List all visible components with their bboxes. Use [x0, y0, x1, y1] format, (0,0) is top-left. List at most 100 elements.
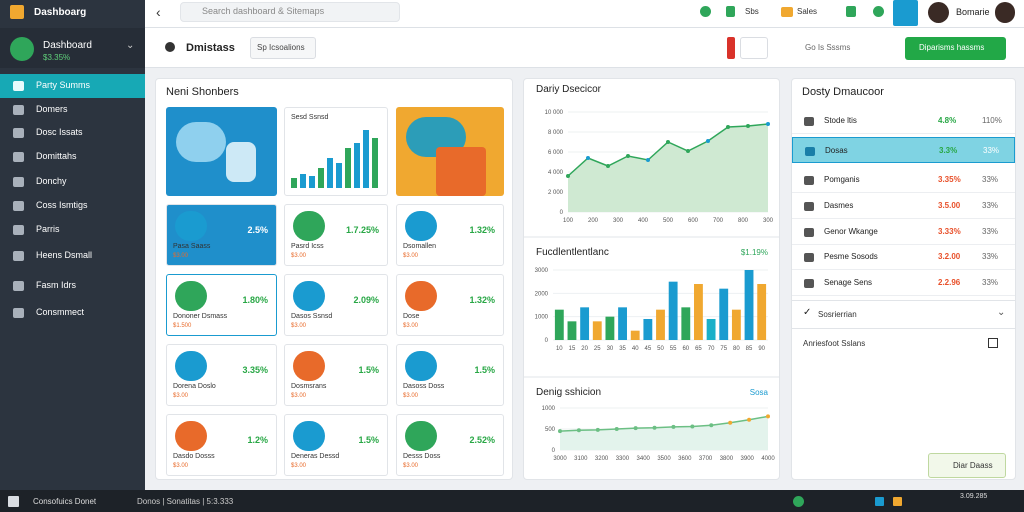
brand-subtitle: $3.35%	[43, 53, 71, 62]
panel-title: Neni Shonbers	[166, 86, 239, 98]
tile-label: Dasoss Doss	[403, 383, 445, 390]
list-row[interactable]: Senage Sens 2.2.96 33%	[792, 270, 1015, 296]
icon	[793, 496, 804, 507]
icon	[309, 176, 315, 188]
icon	[293, 211, 325, 241]
icon	[893, 0, 918, 26]
tile[interactable]: 1.5% Deneras Dessd $3.00	[284, 414, 388, 476]
list-row[interactable]: Genor Wkange 3.33% 33%	[792, 219, 1015, 245]
bar	[694, 284, 703, 340]
primary-button[interactable]: Diparisms hassms	[905, 37, 1006, 60]
tile-sub: $3.00	[173, 393, 189, 399]
x-tick-label: 3300	[616, 456, 630, 462]
x-tick-label: 3200	[595, 456, 609, 462]
tile-value: 1.80%	[242, 295, 268, 305]
icon	[13, 105, 24, 115]
icon	[875, 497, 884, 506]
list-row[interactable]: Stode ltis 4.8% 110%	[792, 108, 1015, 134]
y-tick-label: 2000	[535, 291, 549, 297]
tile-value: 1.32%	[469, 295, 495, 305]
filter-box[interactable]	[250, 37, 316, 59]
icon	[995, 2, 1015, 23]
taskbar	[0, 490, 1024, 512]
secondary-button[interactable]: Diar Daass	[928, 453, 1006, 478]
point	[576, 428, 581, 433]
nav-label: Domittahs	[36, 151, 77, 161]
x-tick-label: 85	[746, 346, 753, 352]
icon	[318, 168, 324, 188]
y-tick-label: 0	[560, 210, 564, 216]
icon	[13, 308, 24, 318]
nav-item[interactable]: Party Summs	[0, 74, 145, 98]
y-tick-label: 1000	[535, 315, 549, 321]
clock: 3.09.285	[960, 493, 988, 500]
taskbar-app[interactable]: Consofuics Donet	[33, 497, 97, 506]
nav-item[interactable]: Donchy	[0, 170, 145, 194]
tile-label: Pasrd Icss	[291, 243, 324, 250]
list-row[interactable]: Dosas 3.3% 33%	[792, 137, 1015, 163]
topbar-item[interactable]: Sbs	[745, 7, 759, 16]
tile-label: Dasdo Dosss	[173, 453, 215, 460]
x-tick-label: 700	[713, 218, 724, 224]
y-tick-label: 3000	[535, 268, 549, 274]
bar	[706, 319, 716, 340]
nav-item[interactable]: Domers	[0, 98, 145, 122]
topbar-item[interactable]: Sales	[797, 7, 818, 16]
tile-sub: $1.500	[173, 323, 192, 329]
row-change: 33%	[982, 278, 999, 287]
tile[interactable]: 1.32% Dsomallen $3.00	[396, 204, 504, 266]
panel-title: Dosty Dmaucoor	[802, 86, 884, 98]
point	[766, 414, 770, 419]
section-title[interactable]: Sosrierrian	[818, 310, 857, 319]
nav-item[interactable]: Heens Dsmall	[0, 244, 145, 268]
y-tick-label: 2 000	[548, 190, 564, 196]
tile[interactable]: 1.7.25% Pasrd Icss $3.00	[284, 204, 388, 266]
bar	[580, 307, 590, 340]
option-label[interactable]: Anriesfoot Sslans	[803, 339, 866, 348]
search-box[interactable]	[180, 2, 400, 22]
x-tick-label: 30	[607, 346, 614, 352]
y-tick-label: 1000	[542, 406, 556, 412]
tile[interactable]: 2.09% Dasos Ssnsd $3.00	[284, 274, 388, 336]
tile[interactable]: 1.5% Dosmsrans $3.00	[284, 344, 388, 406]
point	[595, 427, 600, 432]
nav-label: Coss Ismtigs	[36, 200, 88, 210]
nav-item[interactable]: Fasm Idrs	[0, 274, 145, 298]
tile[interactable]: 1.2% Dasdo Dosss $3.00	[166, 414, 277, 476]
x-tick-label: 70	[708, 346, 715, 352]
tile[interactable]: 2.52% Desss Doss $3.00	[396, 414, 504, 476]
row-change: 33%	[982, 252, 999, 261]
back-button[interactable]: ‹	[156, 4, 161, 20]
bar	[744, 270, 754, 340]
nav-item[interactable]: Domittahs	[0, 145, 145, 169]
bar	[618, 307, 627, 340]
chevron: ⌄	[126, 40, 135, 51]
tile-value: 1.5%	[358, 435, 379, 445]
list-row[interactable]: Pomganis 3.35% 33%	[792, 167, 1015, 193]
tile[interactable]: 1.80% Dononer Dsmass $1.500	[166, 274, 277, 336]
icon-button[interactable]	[740, 37, 768, 59]
x-tick-label: 75	[720, 346, 727, 352]
list-row[interactable]: Dasmes 3.5.00 33%	[792, 193, 1015, 219]
tile[interactable]: 2.5% Pasa Saass $3.00	[166, 204, 277, 266]
tile[interactable]: 1.5% Dasoss Doss $3.00	[396, 344, 504, 406]
row-label: Dasmes	[824, 201, 854, 210]
nav-item[interactable]: Consmmect	[0, 301, 145, 325]
point	[728, 420, 733, 425]
row-label: Stode ltis	[824, 116, 857, 125]
toolbar-right[interactable]: Go Is Sssms	[805, 43, 851, 52]
nav-item[interactable]: Dosc Issats	[0, 121, 145, 145]
checkbox[interactable]	[988, 338, 998, 348]
tile[interactable]: 1.32% Dose $3.00	[396, 274, 504, 336]
tile-value: 1.7.25%	[345, 225, 379, 235]
row-label: Pomganis	[824, 175, 860, 184]
x-tick-label: 10	[556, 346, 563, 352]
row-value: 3.2.00	[938, 252, 961, 261]
user-name[interactable]: Bomarie	[956, 7, 990, 17]
nav-item[interactable]: Parris	[0, 218, 145, 242]
tile[interactable]: 3.35% Dorena Doslo $3.00	[166, 344, 277, 406]
nav-item[interactable]: Coss Ismtigs	[0, 194, 145, 218]
icon	[436, 147, 486, 196]
icon	[10, 5, 24, 19]
list-row[interactable]: Pesme Sosods 3.2.00 33%	[792, 244, 1015, 270]
